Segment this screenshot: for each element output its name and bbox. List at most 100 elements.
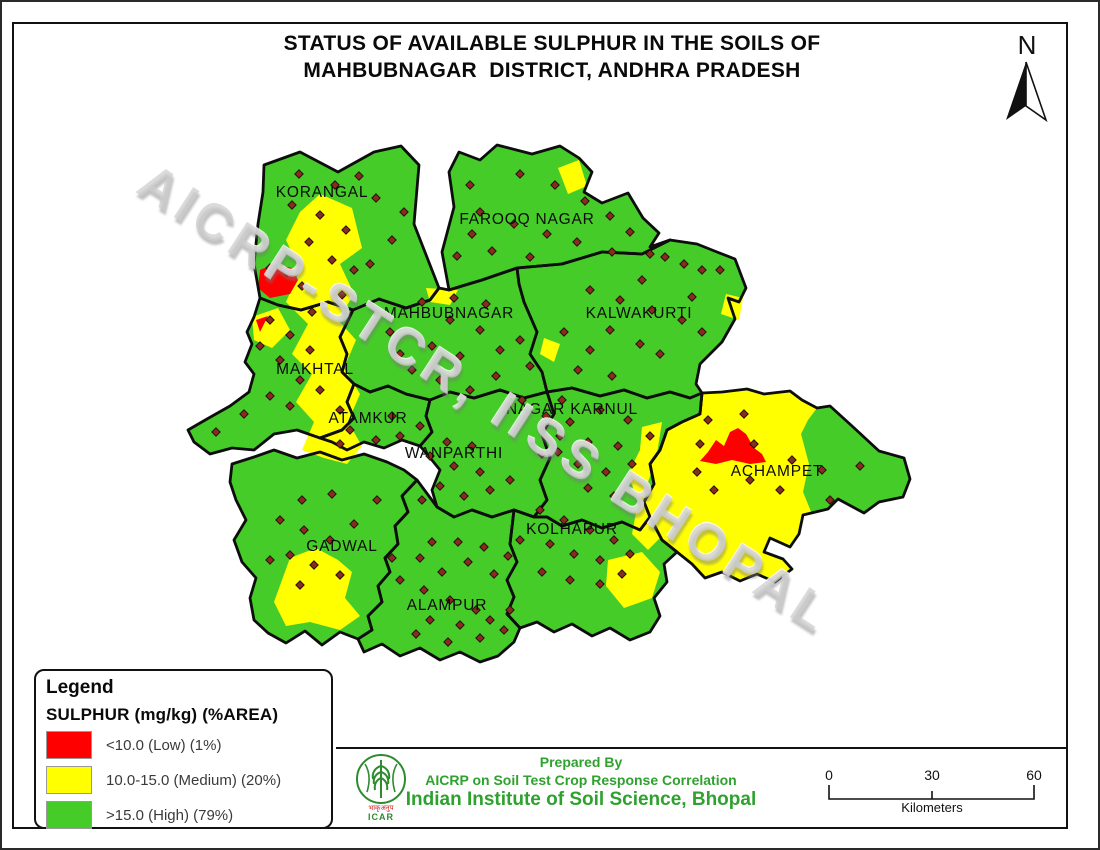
sample-point: [515, 169, 525, 179]
sample-point: [481, 299, 491, 309]
sample-point: [297, 495, 307, 505]
sample-point: [569, 549, 579, 559]
sample-point: [285, 330, 295, 340]
footer-divider-line: [336, 747, 1066, 749]
region-label-gadwal: GADWAL: [306, 538, 377, 555]
sample-point: [465, 385, 475, 395]
sample-point: [415, 421, 425, 431]
sample-point: [475, 325, 485, 335]
sample-point: [449, 293, 459, 303]
sample-point: [585, 285, 595, 295]
sample-point: [335, 405, 345, 415]
sample-point: [605, 325, 615, 335]
north-arrow: N: [997, 32, 1057, 132]
credits-institute-line: Indian Institute of Soil Science, Bhopal: [405, 789, 757, 810]
sample-point: [573, 459, 583, 469]
sulphur-patch-medium-3: [426, 288, 458, 305]
legend-item-high: >15.0 (High) (79%): [46, 801, 321, 829]
sample-point: [372, 495, 382, 505]
sample-point: [692, 467, 702, 477]
sample-point: [435, 375, 445, 385]
sample-point: [537, 567, 547, 577]
credits-prepared-by: Prepared By: [539, 754, 623, 770]
sample-point: [503, 551, 513, 561]
sample-point: [425, 615, 435, 625]
sample-point: [499, 625, 509, 635]
scale-unit-label: Kilometers: [901, 800, 963, 815]
region-boundary-makhtal: [186, 296, 356, 456]
sample-point: [703, 415, 713, 425]
sample-point: [623, 415, 633, 425]
sample-point: [449, 461, 459, 471]
sample-point: [695, 439, 705, 449]
sample-point: [517, 395, 527, 405]
sample-point: [459, 491, 469, 501]
sample-point: [304, 237, 314, 247]
sample-point: [495, 345, 505, 355]
sample-point: [557, 395, 567, 405]
sample-point: [697, 265, 707, 275]
legend-subheading: SULPHUR (mg/kg) (%AREA): [46, 705, 279, 724]
sample-point: [299, 525, 309, 535]
sample-point: [452, 251, 462, 261]
sulphur-patch-low-11: [256, 316, 268, 332]
sample-point: [354, 171, 364, 181]
region-boundary-atamkur: [318, 382, 434, 452]
sample-point: [287, 200, 297, 210]
region-label-kalwakurti: KALWAKURTI: [586, 305, 693, 322]
sample-point: [265, 315, 275, 325]
north-label: N: [1017, 30, 1037, 60]
sample-point: [437, 567, 447, 577]
sulphur-patch-medium-0: [286, 194, 362, 464]
sample-point: [609, 491, 619, 501]
sample-point: [443, 637, 453, 647]
legend-item-medium: 10.0-15.0 (Medium) (20%): [46, 766, 321, 794]
sample-point: [239, 409, 249, 419]
sample-point: [485, 485, 495, 495]
sample-point: [309, 560, 319, 570]
sample-point: [399, 207, 409, 217]
sulphur-patch-medium-8: [252, 308, 290, 348]
sample-point: [787, 455, 797, 465]
sample-point: [559, 515, 569, 525]
sample-point: [645, 431, 655, 441]
region-boundary-alampur: [356, 478, 522, 664]
sample-point: [535, 505, 545, 515]
map-frame-neatline: [12, 22, 1068, 829]
sample-point: [645, 249, 655, 259]
sample-point: [585, 525, 595, 535]
sample-point: [265, 555, 275, 565]
sample-point: [453, 537, 463, 547]
sample-point: [637, 275, 647, 285]
sample-point: [475, 633, 485, 643]
region-label-achampet: ACHAMPET: [731, 463, 824, 480]
sample-point: [825, 495, 835, 505]
sample-point: [617, 569, 627, 579]
icar-wheat-icon: [356, 754, 406, 804]
sulphur-patch-medium-4: [540, 338, 560, 362]
scale-tick-30: 30: [924, 767, 940, 783]
icar-logo: भाकृअनुप ICAR: [352, 752, 410, 826]
sample-point: [709, 485, 719, 495]
sample-point: [471, 605, 481, 615]
sample-point: [294, 169, 304, 179]
legend-swatch-medium: [46, 766, 92, 794]
sulphur-patch-high-9: [801, 406, 910, 514]
title-line-2: MAHBUBNAGAR DISTRICT, ANDHRA PRADESH: [303, 59, 801, 82]
sample-point: [595, 405, 605, 415]
sample-point: [395, 575, 405, 585]
sample-point: [387, 553, 397, 563]
sample-point: [479, 542, 489, 552]
sample-point: [609, 535, 619, 545]
sample-point: [541, 411, 551, 421]
sulphur-patch-low-12: [700, 428, 766, 464]
region-label-mahbubnagar: MAHBUBNAGAR: [384, 305, 514, 322]
sample-point: [265, 263, 275, 273]
sample-point: [525, 252, 535, 262]
sample-point: [295, 580, 305, 590]
sample-point: [583, 483, 593, 493]
sample-point: [627, 459, 637, 469]
legend-label-high: >15.0 (High) (79%): [106, 806, 234, 824]
sample-point: [559, 327, 569, 337]
